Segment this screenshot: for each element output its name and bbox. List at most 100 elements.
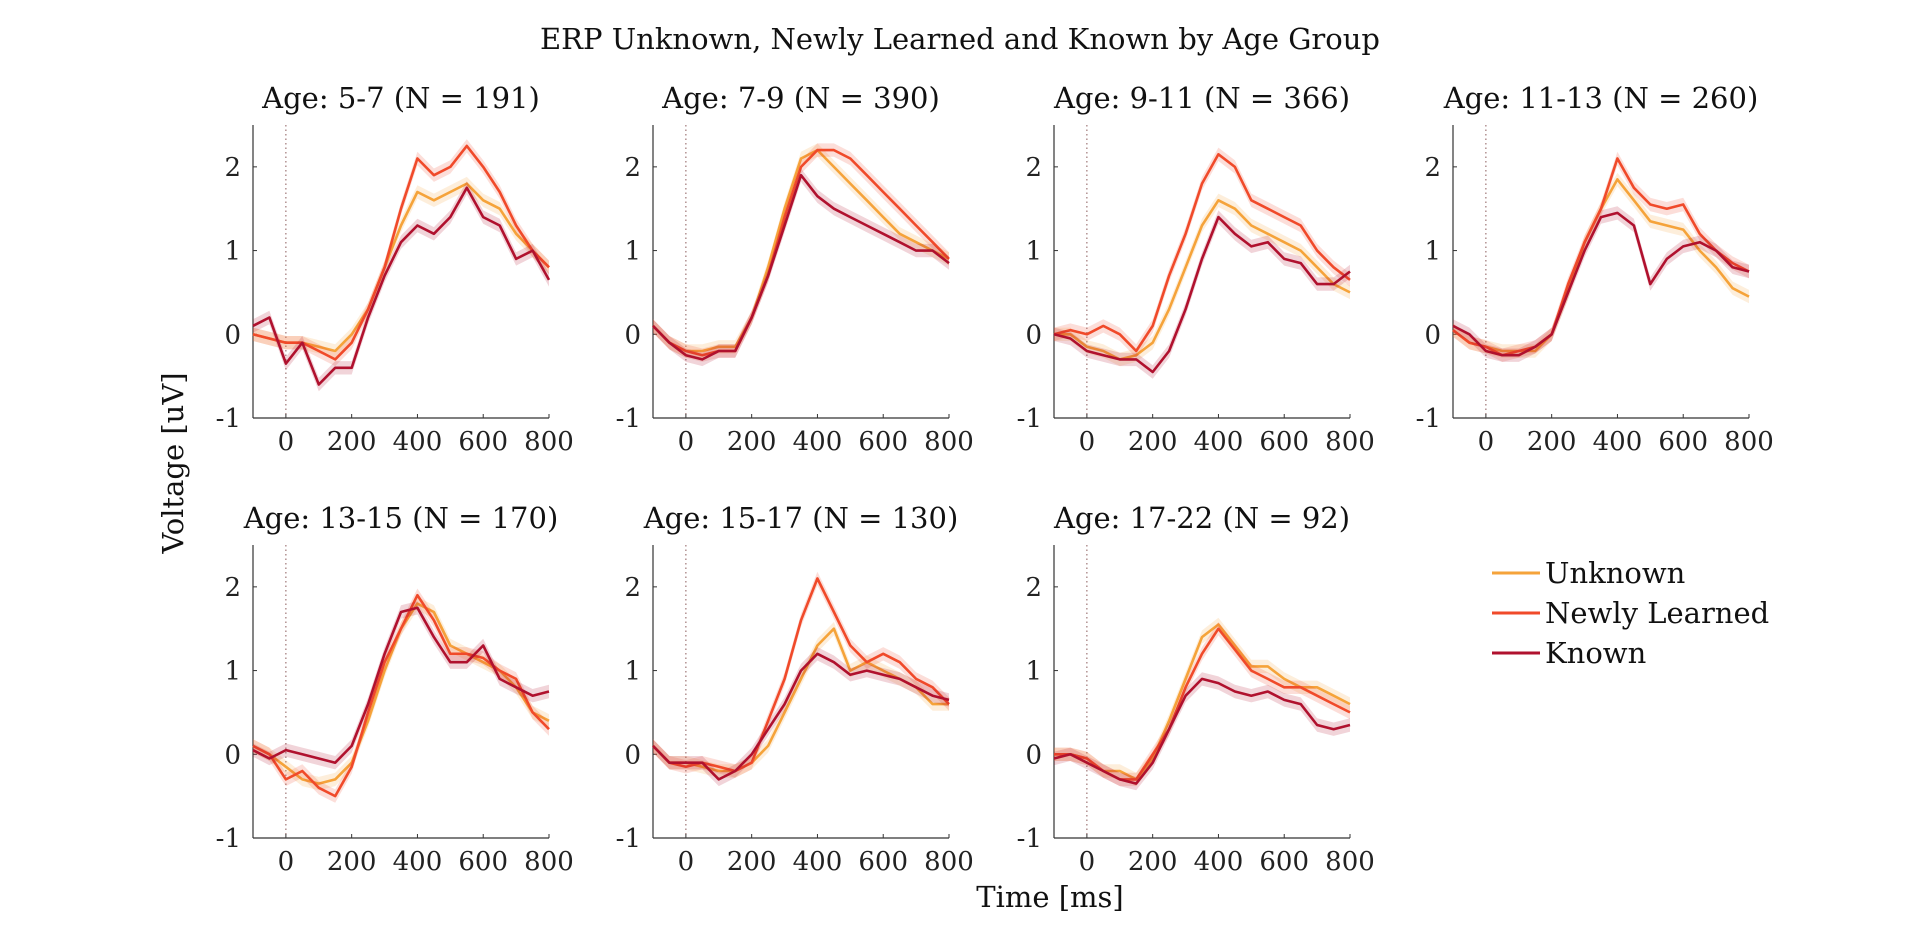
y-tick-label: 2 bbox=[224, 573, 241, 603]
y-tick-label: -1 bbox=[1017, 824, 1042, 854]
y-tick-label: 2 bbox=[624, 153, 641, 183]
x-tick-label: 200 bbox=[1128, 427, 1178, 457]
y-tick-label: -1 bbox=[1416, 404, 1441, 434]
y-tick-label: 1 bbox=[624, 657, 641, 687]
series-line-unknown bbox=[1054, 199, 1351, 361]
y-tick-label: 1 bbox=[1025, 237, 1042, 267]
error-band-newly-learned bbox=[1453, 151, 1749, 362]
y-tick-label: 2 bbox=[1424, 153, 1441, 183]
y-tick-label: -1 bbox=[216, 824, 241, 854]
error-band-newly-learned bbox=[253, 139, 549, 367]
error-band-newly-learned bbox=[1054, 147, 1350, 358]
error-band-unknown bbox=[1453, 172, 1749, 358]
x-tick-label: 0 bbox=[1478, 427, 1495, 457]
series-line-newly-learned bbox=[252, 144, 550, 361]
x-tick-label: 400 bbox=[793, 847, 843, 877]
legend-label: Unknown bbox=[1545, 556, 1685, 590]
y-tick-label: 0 bbox=[224, 740, 241, 770]
x-tick-label: 0 bbox=[278, 847, 295, 877]
x-tick-label: 800 bbox=[524, 427, 574, 457]
x-tick-label: 0 bbox=[678, 427, 695, 457]
y-tick-label: 2 bbox=[624, 573, 641, 603]
error-band-known bbox=[1453, 206, 1749, 362]
y-tick-label: 1 bbox=[224, 657, 241, 687]
x-tick-label: 0 bbox=[278, 427, 295, 457]
subplot-title: Age: 13-15 (N = 170) bbox=[243, 501, 559, 535]
y-tick-label: -1 bbox=[216, 404, 241, 434]
subplot-2: Age: 7-9 (N = 390) -1 0 1 2 0 200 400 600 800 bbox=[616, 81, 974, 457]
x-tick-label: 200 bbox=[727, 847, 777, 877]
x-tick-label: 600 bbox=[1259, 847, 1309, 877]
x-tick-label: 600 bbox=[858, 847, 908, 877]
series-line-known bbox=[652, 652, 950, 781]
x-tick-label: 400 bbox=[393, 847, 443, 877]
y-tick-label: 1 bbox=[1424, 237, 1441, 267]
x-tick-label: 200 bbox=[327, 427, 377, 457]
y-tick-label: 2 bbox=[1025, 573, 1042, 603]
series-line-known bbox=[652, 173, 950, 361]
x-tick-label: 800 bbox=[1325, 427, 1375, 457]
subplot-title: Age: 7-9 (N = 390) bbox=[661, 81, 940, 115]
error-band-unknown bbox=[253, 596, 549, 791]
y-tick-label: 1 bbox=[224, 237, 241, 267]
error-band-known bbox=[1054, 210, 1350, 379]
y-tick-label: 0 bbox=[1025, 320, 1042, 350]
y-axis-label: Voltage [uV] bbox=[156, 372, 190, 554]
x-tick-label: 600 bbox=[458, 847, 508, 877]
legend-label: Known bbox=[1545, 636, 1646, 670]
subplot-5: Age: 13-15 (N = 170) -1 0 1 2 0 200 400 600 800 bbox=[216, 501, 574, 877]
x-tick-label: 200 bbox=[727, 427, 777, 457]
x-tick-label: 800 bbox=[524, 847, 574, 877]
x-tick-label: 600 bbox=[458, 427, 508, 457]
x-tick-label: 200 bbox=[1527, 427, 1577, 457]
error-band-unknown bbox=[653, 622, 949, 778]
y-tick-label: 0 bbox=[1025, 740, 1042, 770]
error-band-unknown bbox=[1054, 193, 1350, 367]
series-line-newly-learned bbox=[252, 593, 550, 798]
series-line-known bbox=[1053, 215, 1351, 374]
series-line-known bbox=[252, 606, 550, 765]
x-tick-label: 800 bbox=[924, 427, 974, 457]
subplot-1: Age: 5-7 (N = 191) -1 0 1 2 0 200 400 600 800 bbox=[216, 81, 574, 457]
subplot-6: Age: 15-17 (N = 130) -1 0 1 2 0 200 400 600 800 bbox=[616, 501, 974, 877]
series-line-known bbox=[1053, 677, 1351, 785]
subplot-title: Age: 5-7 (N = 191) bbox=[261, 81, 540, 115]
series-line-unknown bbox=[652, 627, 949, 773]
subplot-title: Age: 11-13 (N = 260) bbox=[1443, 81, 1759, 115]
y-tick-label: 0 bbox=[624, 320, 641, 350]
legend-label: Newly Learned bbox=[1545, 596, 1769, 630]
x-axis-label: Time [ms] bbox=[976, 880, 1124, 914]
y-tick-label: 0 bbox=[224, 320, 241, 350]
subplot-4: Age: 11-13 (N = 260) -1 0 1 2 0 200 400 600 800 bbox=[1416, 81, 1774, 457]
series-line-unknown bbox=[652, 148, 950, 353]
figure-title: ERP Unknown, Newly Learned and Known by … bbox=[540, 22, 1380, 56]
x-tick-label: 800 bbox=[1724, 427, 1774, 457]
y-tick-label: 1 bbox=[1025, 657, 1042, 687]
subplot-title: Age: 9-11 (N = 366) bbox=[1053, 81, 1350, 115]
error-band-known bbox=[653, 168, 949, 367]
series-line-known bbox=[252, 186, 551, 386]
y-tick-label: 2 bbox=[224, 153, 241, 183]
x-tick-label: 400 bbox=[1194, 847, 1244, 877]
x-tick-label: 400 bbox=[1593, 427, 1643, 457]
x-tick-label: 800 bbox=[924, 847, 974, 877]
x-tick-label: 400 bbox=[1194, 427, 1244, 457]
x-tick-label: 200 bbox=[1128, 847, 1178, 877]
x-tick-label: 600 bbox=[1658, 427, 1708, 457]
y-tick-label: -1 bbox=[616, 404, 641, 434]
subplot-title: Age: 15-17 (N = 130) bbox=[643, 501, 959, 535]
x-tick-label: 600 bbox=[858, 427, 908, 457]
y-tick-label: -1 bbox=[616, 824, 641, 854]
x-tick-label: 400 bbox=[393, 427, 443, 457]
x-tick-label: 0 bbox=[1079, 847, 1096, 877]
y-tick-label: 2 bbox=[1025, 153, 1042, 183]
error-band-known bbox=[653, 647, 949, 787]
x-tick-label: 400 bbox=[793, 427, 843, 457]
series-line-newly-learned bbox=[1053, 153, 1351, 353]
subplot-title: Age: 17-22 (N = 92) bbox=[1053, 501, 1350, 535]
series-line-known bbox=[1452, 211, 1750, 357]
error-band-known bbox=[1054, 672, 1350, 791]
legend: Unknown Newly Learned Known bbox=[1492, 556, 1769, 670]
